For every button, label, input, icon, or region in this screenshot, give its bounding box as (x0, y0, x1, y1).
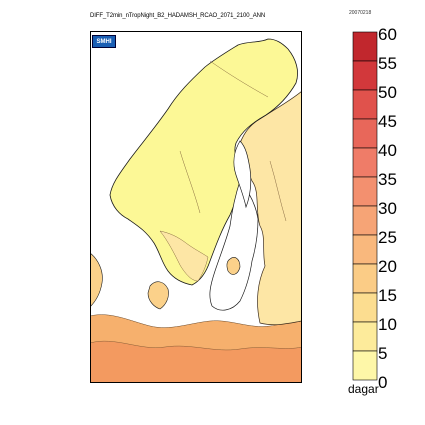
legend-box (352, 234, 378, 265)
legend-box (352, 205, 378, 236)
legend-box (352, 350, 378, 381)
contour-line (269, 160, 287, 222)
contour-line (209, 60, 269, 98)
legend-box (352, 147, 378, 178)
legend-label: 60 (378, 25, 397, 44)
date-stamp: 20070218 (349, 10, 372, 16)
legend-label: 10 (378, 315, 397, 334)
legend-label: 15 (378, 286, 397, 305)
denmark (147, 281, 169, 310)
legend-box (352, 176, 378, 207)
legend-label: 50 (378, 83, 397, 102)
south-sweden-tint (159, 230, 209, 282)
map-frame (90, 31, 302, 383)
baltic-sea (209, 180, 259, 311)
legend-label: 30 (378, 199, 397, 218)
legend-label: 0 (378, 373, 387, 392)
baltic-island (226, 257, 241, 275)
legend-box (352, 292, 378, 323)
gulf-of-bothnia (233, 140, 252, 209)
legend-box (352, 118, 378, 149)
map-panel (90, 31, 302, 383)
britain-edge (90, 252, 103, 308)
legend-label: 40 (378, 141, 397, 160)
legend-box (352, 89, 378, 120)
legend-box (352, 321, 378, 352)
legend-label: 5 (378, 344, 387, 363)
legend-box (352, 60, 378, 91)
scandinavia (109, 38, 298, 286)
legend-label: 35 (378, 170, 397, 189)
map-title: DIFF_T2min_nTropNight_B2_HADAMSH_RCAO_20… (90, 13, 266, 19)
legend-box (352, 31, 378, 62)
legend-label: 45 (378, 112, 397, 131)
legend-label: 25 (378, 228, 397, 247)
smhi-logo: SMHI (92, 35, 116, 48)
legend-label: 20 (378, 257, 397, 276)
contour-line (179, 150, 201, 214)
legend-unit: dagar (348, 382, 379, 396)
southern-land-hot (90, 340, 302, 383)
legend-label: 55 (378, 54, 397, 73)
legend-box (352, 263, 378, 294)
